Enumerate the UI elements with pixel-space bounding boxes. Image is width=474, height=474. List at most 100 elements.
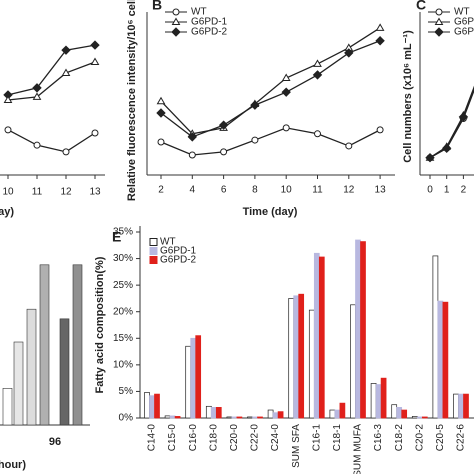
legend-label: G6PD-2 [160,255,197,266]
legend-marker [435,8,443,16]
x-tick-label: C16-1 [311,424,322,452]
x-tick-label: 12 [60,187,72,198]
legend-marker [434,27,444,37]
x-tick-label: C18-2 [394,424,405,452]
marker [62,148,70,156]
bar [421,416,428,419]
x-axis-title: Time (day) [0,206,14,218]
bar [401,409,408,419]
x-tick-label: 8 [252,185,258,196]
bar [215,407,222,419]
marker [187,132,198,142]
marker [345,142,353,150]
bar [318,256,325,419]
bar [169,415,176,419]
x-tick-label: C24-0 [270,424,281,452]
bar [308,309,315,419]
bar [411,416,418,419]
x-tick-label: 11 [312,185,323,196]
marker [91,129,99,137]
legend-label: WT [454,7,470,18]
series-line [160,27,381,135]
bar [13,341,24,426]
marker [344,48,354,58]
bar [334,409,341,419]
x-tick-label: SUM SFA [291,424,302,468]
bar [277,411,284,419]
x-tick-label: 13 [89,187,101,198]
bar [416,416,423,419]
x-tick-label: 10 [281,185,293,196]
bar [190,337,197,419]
x-axis-title: Time (hour) [0,459,26,471]
marker [313,59,322,67]
x-axis-title: Time (day) [243,206,298,218]
x-tick-label: C20-0 [229,424,240,452]
y-tick-label: 20% [113,306,133,317]
marker [3,95,13,104]
x-tick-label: 10 [2,187,14,198]
series-line [7,44,96,96]
y-tick-label: 0% [119,413,134,424]
x-tick-label: C15-0 [167,424,178,452]
bar [293,295,300,419]
bar [375,384,382,419]
marker [156,96,166,105]
bar [453,393,459,419]
marker [32,92,42,100]
marker [282,124,290,132]
x-tick-label: 2 [461,185,467,196]
legend-label: G6PD-1 [454,17,474,28]
legend-label: G6PD-1 [160,246,197,257]
marker [220,148,228,156]
bar [396,407,403,419]
bar [174,416,181,419]
legend-marker [434,17,444,25]
marker [376,126,384,134]
x-tick-label: 11 [32,187,43,198]
marker [281,87,291,97]
bar [72,264,83,426]
y-axis-title: Relative fluorescence intensity/10⁶ cell… [126,0,138,201]
y-tick-label: 35% [113,227,133,238]
y-tick-label: 5% [119,386,134,397]
legend-label: G6PD-2 [191,27,228,38]
marker [61,45,71,55]
y-axis-title: Fatty acid composition(%) [94,256,106,393]
bar [231,416,238,419]
bar [298,293,305,419]
x-tick-label: C18-1 [332,424,343,452]
legend-label: G6PD-1 [191,17,228,28]
bar [144,392,150,419]
y-tick-label: 25% [113,280,133,291]
series-line [429,87,474,159]
bar [350,304,356,419]
marker [425,153,435,163]
series-line [429,88,474,159]
legend-marker [171,17,181,25]
marker [441,143,452,154]
legend-swatch [149,247,158,255]
bar [2,388,13,426]
marker [90,40,100,50]
x-tick-label: 6 [221,185,227,196]
x-tick-label: C22-0 [250,424,261,452]
bar [39,264,50,426]
x-tick-label: 1 [444,185,450,196]
bar [329,409,336,419]
bar [437,300,444,419]
x-tick-label: C22-6 [456,424,467,452]
bar [252,416,258,419]
bar [339,402,346,419]
x-tick-label: C14-0 [147,424,158,452]
marker [32,83,42,93]
bar [164,415,171,419]
marker [314,130,321,138]
x-tick-label: C16-0 [188,424,199,452]
marker [458,112,469,122]
bar [432,255,439,419]
x-tick-label: 12 [343,185,355,196]
bar [360,241,366,419]
legend-swatch [149,256,158,264]
